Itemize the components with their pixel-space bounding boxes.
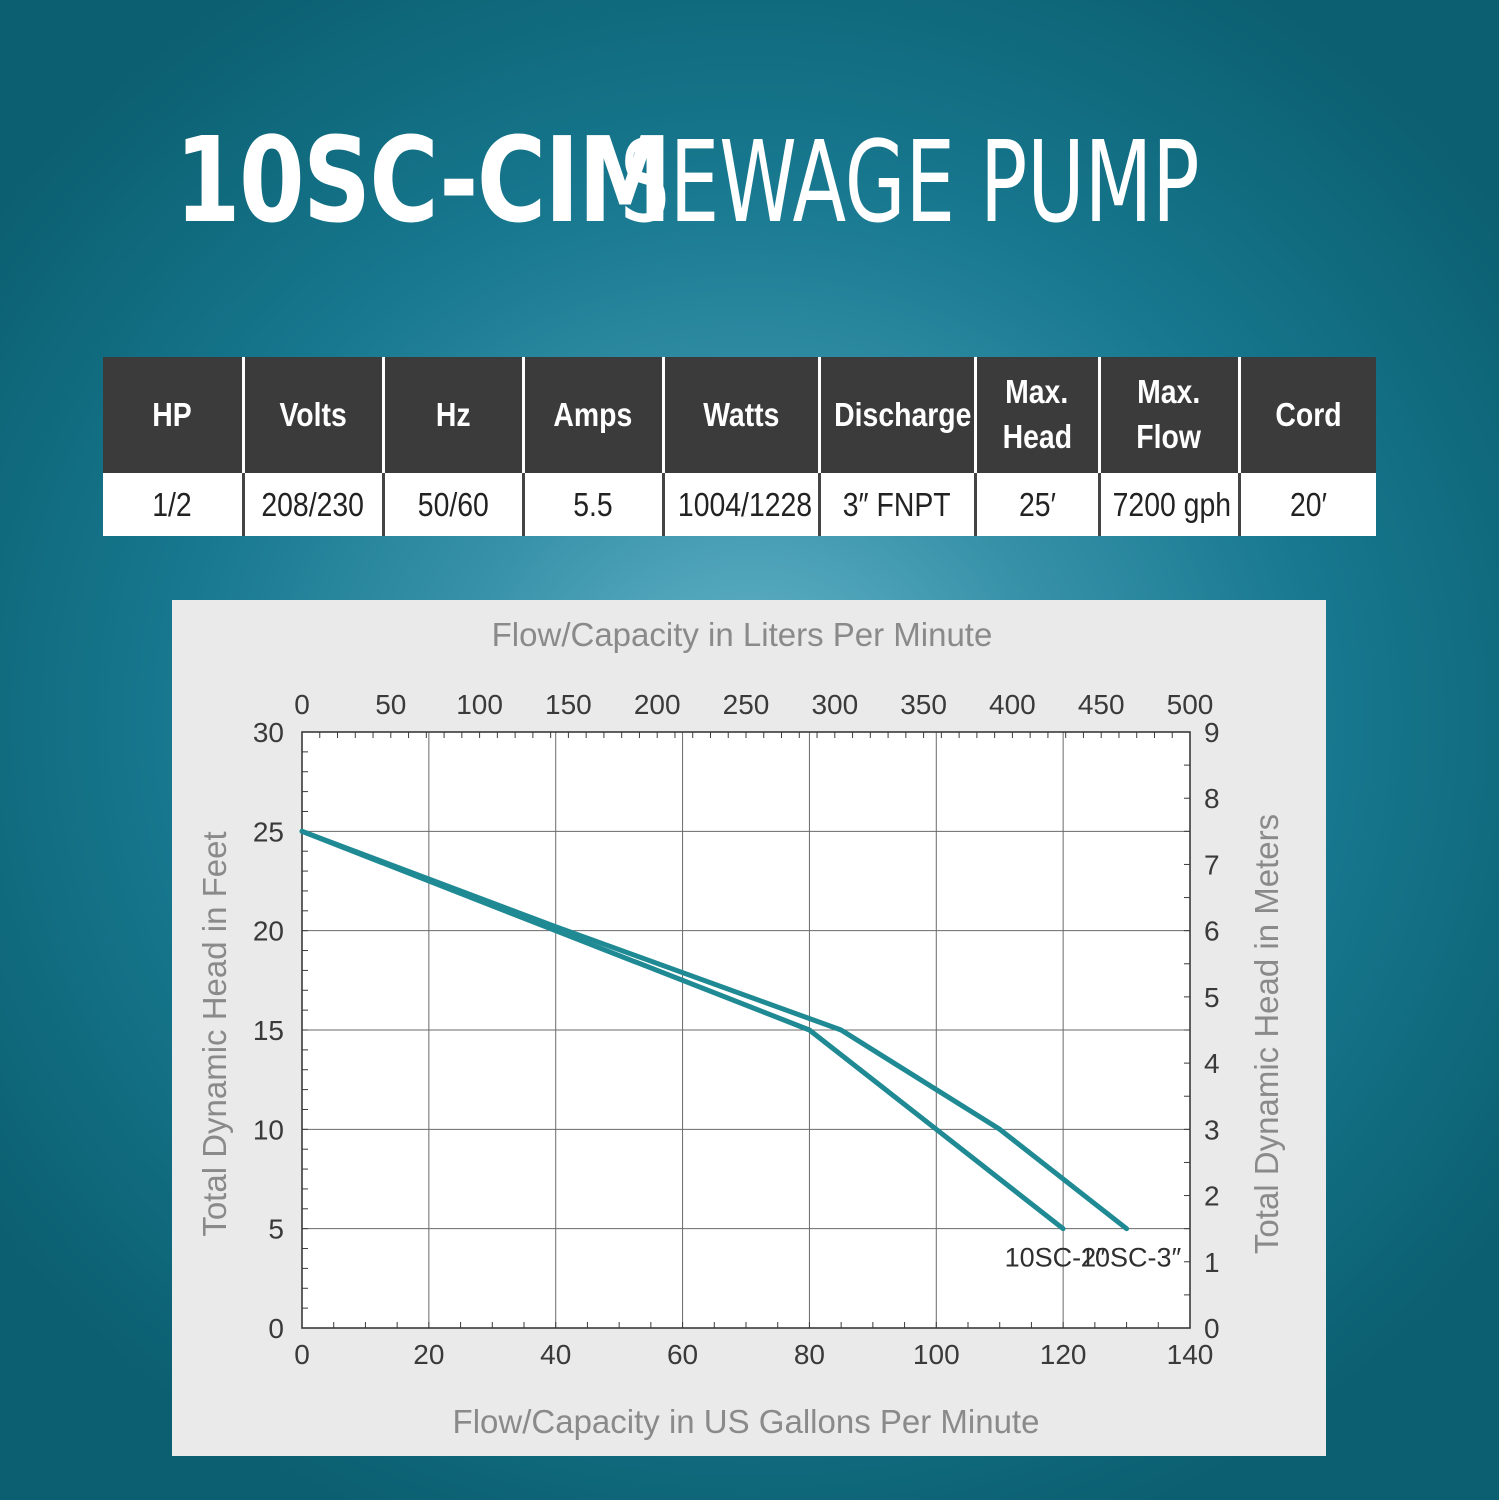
value-hp: 1/2	[103, 473, 245, 536]
header-hz: Hz	[383, 357, 525, 473]
x2-tick-label: 400	[989, 689, 1036, 720]
x-tick-label: 140	[1167, 1339, 1214, 1370]
x-tick-label: 80	[794, 1339, 825, 1370]
value-discharge: 3″ FNPT	[819, 473, 977, 536]
x-tick-label: 40	[540, 1339, 571, 1370]
grid-lines	[302, 732, 1190, 1328]
x-tick-label: 0	[294, 1339, 310, 1370]
y-tick-label: 0	[268, 1313, 284, 1344]
y-tick-label: 10	[253, 1114, 284, 1145]
y2-tick-label: 5	[1204, 982, 1220, 1013]
series-label-1: 10SC-2″	[1005, 1243, 1107, 1273]
specs-value-row: 1/2 208/230 50/60 5.5 1004/1228 3″ FNPT …	[103, 473, 1376, 536]
specs-header-row: HP Volts Hz Amps Watts Discharge Max. Hea…	[103, 357, 1376, 473]
y-tick-label: 15	[253, 1015, 284, 1046]
x-tick-label: 20	[413, 1339, 444, 1370]
y-tick-label: 25	[253, 816, 284, 847]
y2-tick-label: 8	[1204, 783, 1220, 814]
y2-tick-label: 0	[1204, 1313, 1220, 1344]
y2-tick-label: 1	[1204, 1247, 1220, 1278]
top-axis-title: Flow/Capacity in Liters Per Minute	[492, 616, 993, 653]
header-max-head: Max. Head	[975, 357, 1101, 473]
product-name: SEWAGE PUMP	[620, 118, 1200, 248]
x2-tick-label: 100	[456, 689, 503, 720]
value-volts: 208/230	[243, 473, 385, 536]
x2-tick-label: 0	[294, 689, 310, 720]
bottom-axis-title: Flow/Capacity in US Gallons Per Minute	[453, 1403, 1040, 1440]
value-watts: 1004/1228	[663, 473, 821, 536]
y-tick-label: 30	[253, 717, 284, 748]
x2-tick-label: 500	[1167, 689, 1214, 720]
value-max-flow: 7200 gph	[1099, 473, 1241, 536]
x2-tick-label: 250	[723, 689, 770, 720]
value-amps: 5.5	[523, 473, 665, 536]
x-tick-label: 100	[913, 1339, 960, 1370]
x2-tick-label: 350	[900, 689, 947, 720]
y-tick-label: 5	[268, 1214, 284, 1245]
series-lines: 10SC-2″10SC-3″	[299, 828, 1182, 1273]
x-tick-label: 120	[1040, 1339, 1087, 1370]
x2-tick-label: 300	[811, 689, 858, 720]
x2-tick-label: 450	[1078, 689, 1125, 720]
x2-tick-label: 50	[375, 689, 406, 720]
y2-tick-label: 9	[1204, 717, 1220, 748]
header-max-flow: Max. Flow	[1099, 357, 1241, 473]
value-hz: 50/60	[383, 473, 525, 536]
pump-curve-chart: 0 20 40 60 80 100 120 140 0 50 100 150 200 250 300 350 4…	[172, 600, 1326, 1456]
value-cord: 20′	[1239, 473, 1376, 536]
y2-tick-label: 7	[1204, 849, 1220, 880]
y-tick-label: 20	[253, 916, 284, 947]
x2-tick-label: 200	[634, 689, 681, 720]
header-discharge: Discharge	[819, 357, 977, 473]
right-axis-title: Total Dynamic Head in Meters	[1248, 814, 1285, 1254]
y2-tick-label: 6	[1204, 916, 1220, 947]
y2-tick-label: 4	[1204, 1048, 1220, 1079]
header-amps: Amps	[523, 357, 665, 473]
header-volts: Volts	[243, 357, 385, 473]
header-hp: HP	[103, 357, 245, 473]
page-title: 10SC-CIMSEWAGE PUMP	[0, 100, 1499, 260]
header-cord: Cord	[1239, 357, 1376, 473]
value-max-head: 25′	[975, 473, 1101, 536]
x-tick-label: 60	[667, 1339, 698, 1370]
header-watts: Watts	[663, 357, 821, 473]
series-label-2: 10SC-3″	[1080, 1243, 1182, 1273]
series-line-2	[299, 828, 1130, 1232]
specs-table: HP Volts Hz Amps Watts Discharge Max. Hea…	[103, 357, 1376, 536]
x2-tick-label: 150	[545, 689, 592, 720]
left-axis-title: Total Dynamic Head in Feet	[196, 831, 233, 1236]
y2-tick-label: 3	[1204, 1114, 1220, 1145]
y2-tick-label: 2	[1204, 1181, 1220, 1212]
model-name: 10SC-CIM	[174, 111, 672, 249]
plot-frame	[301, 731, 1191, 1329]
